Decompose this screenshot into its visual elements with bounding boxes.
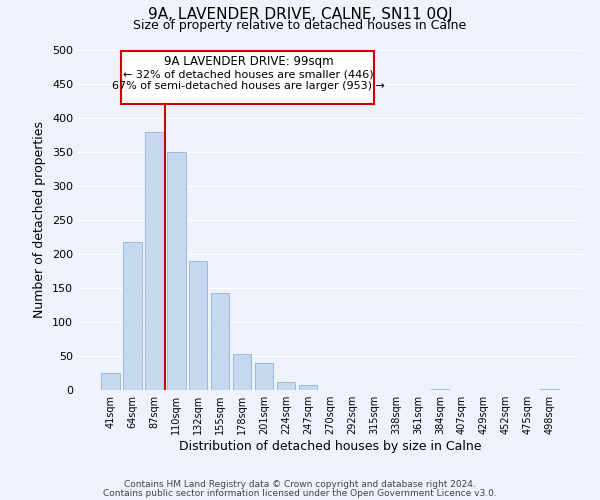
Bar [189, 261, 208, 390]
Text: ← 32% of detached houses are smaller (446): ← 32% of detached houses are smaller (44… [124, 69, 374, 79]
Bar [277, 382, 295, 390]
Bar [123, 242, 142, 390]
Text: Size of property relative to detached houses in Calne: Size of property relative to detached ho… [133, 18, 467, 32]
FancyBboxPatch shape [121, 52, 374, 104]
X-axis label: Distribution of detached houses by size in Calne: Distribution of detached houses by size … [179, 440, 481, 453]
Y-axis label: Number of detached properties: Number of detached properties [34, 122, 46, 318]
Text: Contains HM Land Registry data © Crown copyright and database right 2024.: Contains HM Land Registry data © Crown c… [124, 480, 476, 489]
Bar [299, 385, 317, 390]
Text: 9A, LAVENDER DRIVE, CALNE, SN11 0QJ: 9A, LAVENDER DRIVE, CALNE, SN11 0QJ [148, 8, 452, 22]
Bar [211, 293, 229, 390]
Text: 67% of semi-detached houses are larger (953) →: 67% of semi-detached houses are larger (… [112, 82, 385, 92]
Bar [233, 354, 251, 390]
Bar [255, 363, 274, 390]
Bar [541, 388, 559, 390]
Bar [431, 388, 449, 390]
Text: 9A LAVENDER DRIVE: 99sqm: 9A LAVENDER DRIVE: 99sqm [164, 56, 334, 68]
Bar [167, 152, 185, 390]
Text: Contains public sector information licensed under the Open Government Licence v3: Contains public sector information licen… [103, 488, 497, 498]
Bar [145, 132, 164, 390]
Bar [101, 373, 119, 390]
